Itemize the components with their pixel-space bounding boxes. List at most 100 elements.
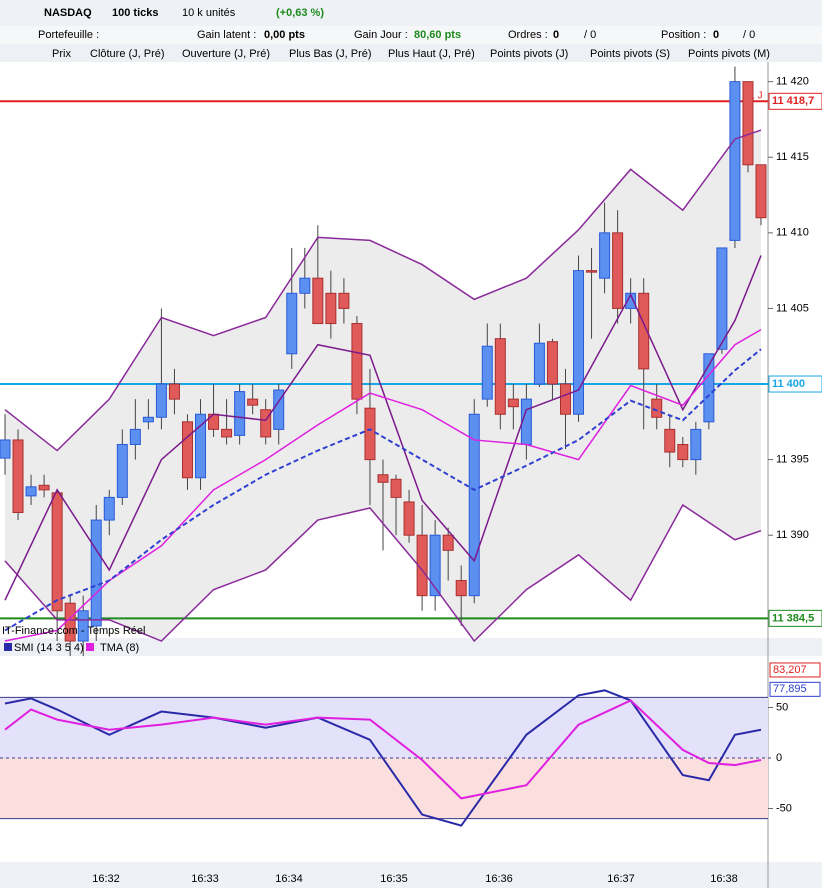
- period[interactable]: 100 ticks: [112, 7, 158, 19]
- position-b: / 0: [743, 29, 755, 41]
- level-box: [768, 375, 822, 393]
- candle-body: [507, 398, 519, 408]
- credit: IT-Finance.com - Temps Réel: [2, 625, 145, 637]
- candle-body: [351, 323, 363, 400]
- level-label: 11 384,5: [772, 612, 814, 624]
- latent-value: 0,00 pts: [264, 29, 305, 41]
- instrument[interactable]: NASDAQ: [44, 7, 92, 19]
- value-label: 77,895: [773, 683, 807, 695]
- orders-a: 0: [553, 29, 559, 41]
- time-label: 16:32: [92, 873, 120, 885]
- candle-body: [299, 277, 311, 294]
- size[interactable]: 10 k unités: [182, 7, 236, 19]
- latent-label: Gain latent :: [197, 29, 256, 41]
- candle-body: [77, 610, 89, 642]
- candle-body: [664, 428, 676, 453]
- legend-entry[interactable]: Prix: [52, 48, 71, 60]
- candle-body: [416, 534, 428, 597]
- candle-body: [247, 398, 259, 406]
- candle-body: [599, 232, 611, 279]
- candle-body: [403, 501, 415, 536]
- position-label: Position :: [661, 29, 706, 41]
- candle-body: [390, 478, 402, 498]
- legend-entry[interactable]: Points pivots (S): [590, 48, 670, 60]
- candle-body: [155, 383, 167, 418]
- value-label: 83,207: [773, 664, 807, 676]
- day-value: 80,60 pts: [414, 29, 461, 41]
- portfolio: Portefeuille :: [38, 29, 99, 41]
- y-tick-label: 11 390: [776, 529, 809, 541]
- toolbar: [0, 0, 822, 26]
- candle-body: [546, 341, 558, 385]
- legend-swatch: [86, 643, 94, 651]
- candle-body: [468, 413, 480, 597]
- candle-body: [234, 391, 246, 436]
- time-label: 16:33: [191, 873, 219, 885]
- osc-legend[interactable]: SMI (14 3 5 4): [14, 642, 84, 654]
- legend-entry[interactable]: Ouverture (J, Pré): [182, 48, 270, 60]
- time-label: 16:34: [275, 873, 303, 885]
- candle-body: [25, 486, 37, 497]
- level-box: [768, 92, 822, 110]
- legend-entry[interactable]: Plus Haut (J, Pré): [388, 48, 475, 60]
- time-axis: [0, 862, 822, 888]
- osc-legend[interactable]: TMA (8): [100, 642, 139, 654]
- orders-b: / 0: [584, 29, 596, 41]
- candle-body: [260, 409, 272, 438]
- candle-body: [494, 338, 506, 415]
- time-label: 16:35: [380, 873, 408, 885]
- candle-body: [286, 292, 298, 355]
- legend-entry[interactable]: Clôture (J, Pré): [90, 48, 165, 60]
- candle-body: [716, 247, 728, 350]
- candle-body: [573, 270, 585, 415]
- y-tick-label: 11 405: [776, 302, 809, 314]
- candle-body: [195, 413, 207, 479]
- candle-body: [559, 383, 571, 415]
- legend-swatch: [4, 643, 12, 651]
- legend-entry[interactable]: Points pivots (J): [490, 48, 568, 60]
- day-label: Gain Jour :: [354, 29, 408, 41]
- value-box: [769, 681, 821, 697]
- position-a: 0: [713, 29, 719, 41]
- zone: [0, 697, 768, 758]
- candle-body: [38, 484, 50, 491]
- candle-body: [364, 407, 376, 461]
- osc-legend-bar: [0, 638, 822, 656]
- candle-body: [0, 439, 11, 459]
- y-tick-label: 11 420: [776, 76, 809, 88]
- legend-entry[interactable]: Plus Bas (J, Pré): [289, 48, 372, 60]
- candle-body: [586, 270, 598, 273]
- candle-body: [325, 292, 337, 325]
- candle-body: [312, 277, 324, 325]
- candle-body: [90, 519, 102, 627]
- y-tick-label: 50: [776, 701, 788, 713]
- overlay-line: [4, 328, 762, 642]
- candle-body: [755, 164, 767, 219]
- candle-body: [338, 292, 350, 309]
- candle-body: [129, 428, 141, 445]
- candle-body: [742, 81, 754, 166]
- candle-body: [429, 534, 441, 597]
- zone: [0, 757, 768, 819]
- candle-body: [729, 81, 741, 241]
- candle-body: [12, 439, 24, 514]
- osc-line: [4, 699, 762, 800]
- y-tick-label: -50: [776, 802, 792, 814]
- overlay-line: [4, 129, 762, 452]
- overlay-line: [4, 255, 762, 601]
- time-label: 16:38: [710, 873, 738, 885]
- level-box: [768, 609, 822, 627]
- candle-body: [51, 492, 63, 612]
- candle-body: [638, 292, 650, 370]
- candle-body: [181, 421, 193, 479]
- y-tick-label: 11 410: [776, 227, 809, 239]
- candle-body: [455, 580, 467, 597]
- time-label: 16:37: [607, 873, 635, 885]
- candle-body: [690, 428, 702, 461]
- candle-body: [442, 534, 454, 551]
- candle-body: [677, 443, 689, 461]
- band-fill: [5, 130, 761, 642]
- candle-body: [651, 398, 663, 418]
- legend-entry[interactable]: Points pivots (M): [688, 48, 770, 60]
- legend-bar: [0, 44, 822, 62]
